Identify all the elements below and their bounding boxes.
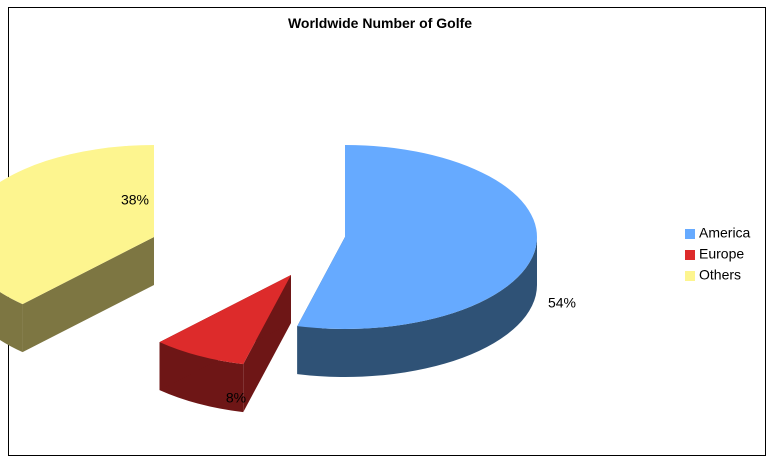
pie-slice-others bbox=[0, 145, 154, 353]
legend-label-europe: Europe bbox=[699, 246, 744, 262]
legend-swatch-others bbox=[685, 271, 695, 281]
pie-slice-europe bbox=[159, 275, 291, 413]
legend-label-america: America bbox=[699, 225, 751, 241]
legend-label-others: Others bbox=[699, 267, 741, 283]
data-label-europe: 8% bbox=[226, 390, 246, 406]
data-label-others: 38% bbox=[121, 192, 149, 208]
pie-wall-others-0 bbox=[22, 237, 154, 353]
pie-top-europe bbox=[159, 275, 291, 365]
chart-title: Worldwide Number of Golfe bbox=[287, 15, 473, 31]
pie-side-america bbox=[297, 237, 538, 378]
legend-swatch-america bbox=[685, 229, 695, 239]
data-label-america: 54% bbox=[548, 295, 576, 311]
legend-swatch-europe bbox=[685, 250, 695, 260]
pie-slice-america bbox=[297, 145, 538, 378]
pie-top-america bbox=[297, 145, 537, 330]
pie-top-others bbox=[0, 145, 154, 305]
pie-side-others bbox=[0, 291, 23, 353]
